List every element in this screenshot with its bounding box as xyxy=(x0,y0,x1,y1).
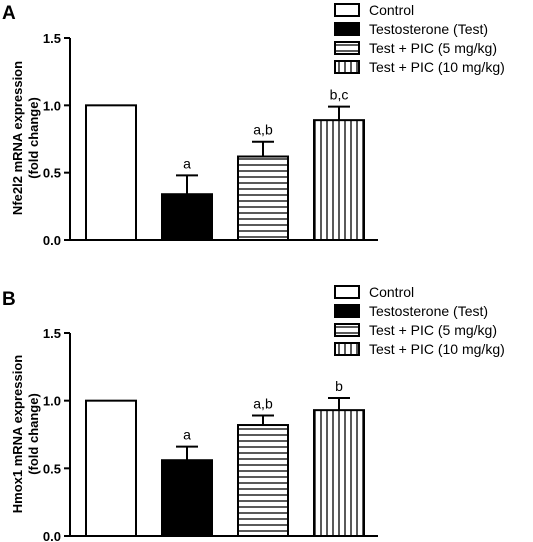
bar xyxy=(161,193,213,241)
y-tick-label: 0.0 xyxy=(43,233,61,248)
legend-swatch xyxy=(334,3,360,17)
legend: Control Testosterone (Test) Test + PIC (5 … xyxy=(334,2,505,75)
y-tick-label: 0.5 xyxy=(43,166,61,181)
legend-label: Test + PIC (5 mg/kg) xyxy=(369,40,497,56)
y-axis-title-line2: (fold change) xyxy=(26,393,41,475)
significance-label: b xyxy=(335,378,343,394)
legend-label: Test + PIC (10 mg/kg) xyxy=(369,341,505,357)
legend-label: Testosterone (Test) xyxy=(369,21,488,37)
panel-b: B Hmox1 mRNA expression (fold change) 0.… xyxy=(2,284,505,542)
bar xyxy=(161,459,213,538)
panel-a: A Nfe2l2 mRNA expression (fold change) 0… xyxy=(2,2,505,248)
bar xyxy=(237,424,289,538)
panel-letter: A xyxy=(2,3,16,24)
bar xyxy=(313,119,365,241)
y-tick-label: 1.5 xyxy=(43,326,61,341)
legend-label: Test + PIC (5 mg/kg) xyxy=(369,322,497,338)
plot-area: 0.0 0.5 1.0 1.5 a a,b b,c xyxy=(43,31,378,248)
significance-label: a,b xyxy=(253,396,273,412)
significance-label: b,c xyxy=(330,87,349,103)
bar xyxy=(237,155,289,241)
legend-swatch xyxy=(334,22,360,36)
y-tick-label: 0.5 xyxy=(43,461,61,476)
bar xyxy=(85,104,137,242)
bar xyxy=(313,409,365,538)
legend-label: Testosterone (Test) xyxy=(369,303,488,319)
significance-label: a xyxy=(183,427,191,443)
plot-area: 0.0 0.5 1.0 1.5 a a,b b xyxy=(43,326,378,542)
y-tick-label: 1.0 xyxy=(43,394,61,409)
y-axis-title-line2: (fold change) xyxy=(26,97,41,179)
legend-swatch xyxy=(334,323,360,337)
legend-swatch xyxy=(334,285,360,299)
bar xyxy=(85,399,137,537)
y-tick-label: 1.0 xyxy=(43,98,61,113)
significance-label: a,b xyxy=(253,122,273,138)
legend: Control Testosterone (Test) Test + PIC (5 … xyxy=(334,284,505,357)
legend-label: Test + PIC (10 mg/kg) xyxy=(369,59,505,75)
y-axis-title: Nfe2l2 mRNA expression xyxy=(10,61,25,215)
legend-swatch xyxy=(334,304,360,318)
panel-letter: B xyxy=(2,289,16,310)
legend-swatch xyxy=(334,342,360,356)
legend-swatch xyxy=(334,41,360,55)
y-axis-title: Hmox1 mRNA expression xyxy=(10,355,25,514)
legend-swatch xyxy=(334,60,360,74)
legend-label: Control xyxy=(369,2,414,18)
legend-label: Control xyxy=(369,284,414,300)
y-tick-label: 1.5 xyxy=(43,31,61,46)
significance-label: a xyxy=(183,155,191,171)
y-tick-label: 0.0 xyxy=(43,529,61,542)
